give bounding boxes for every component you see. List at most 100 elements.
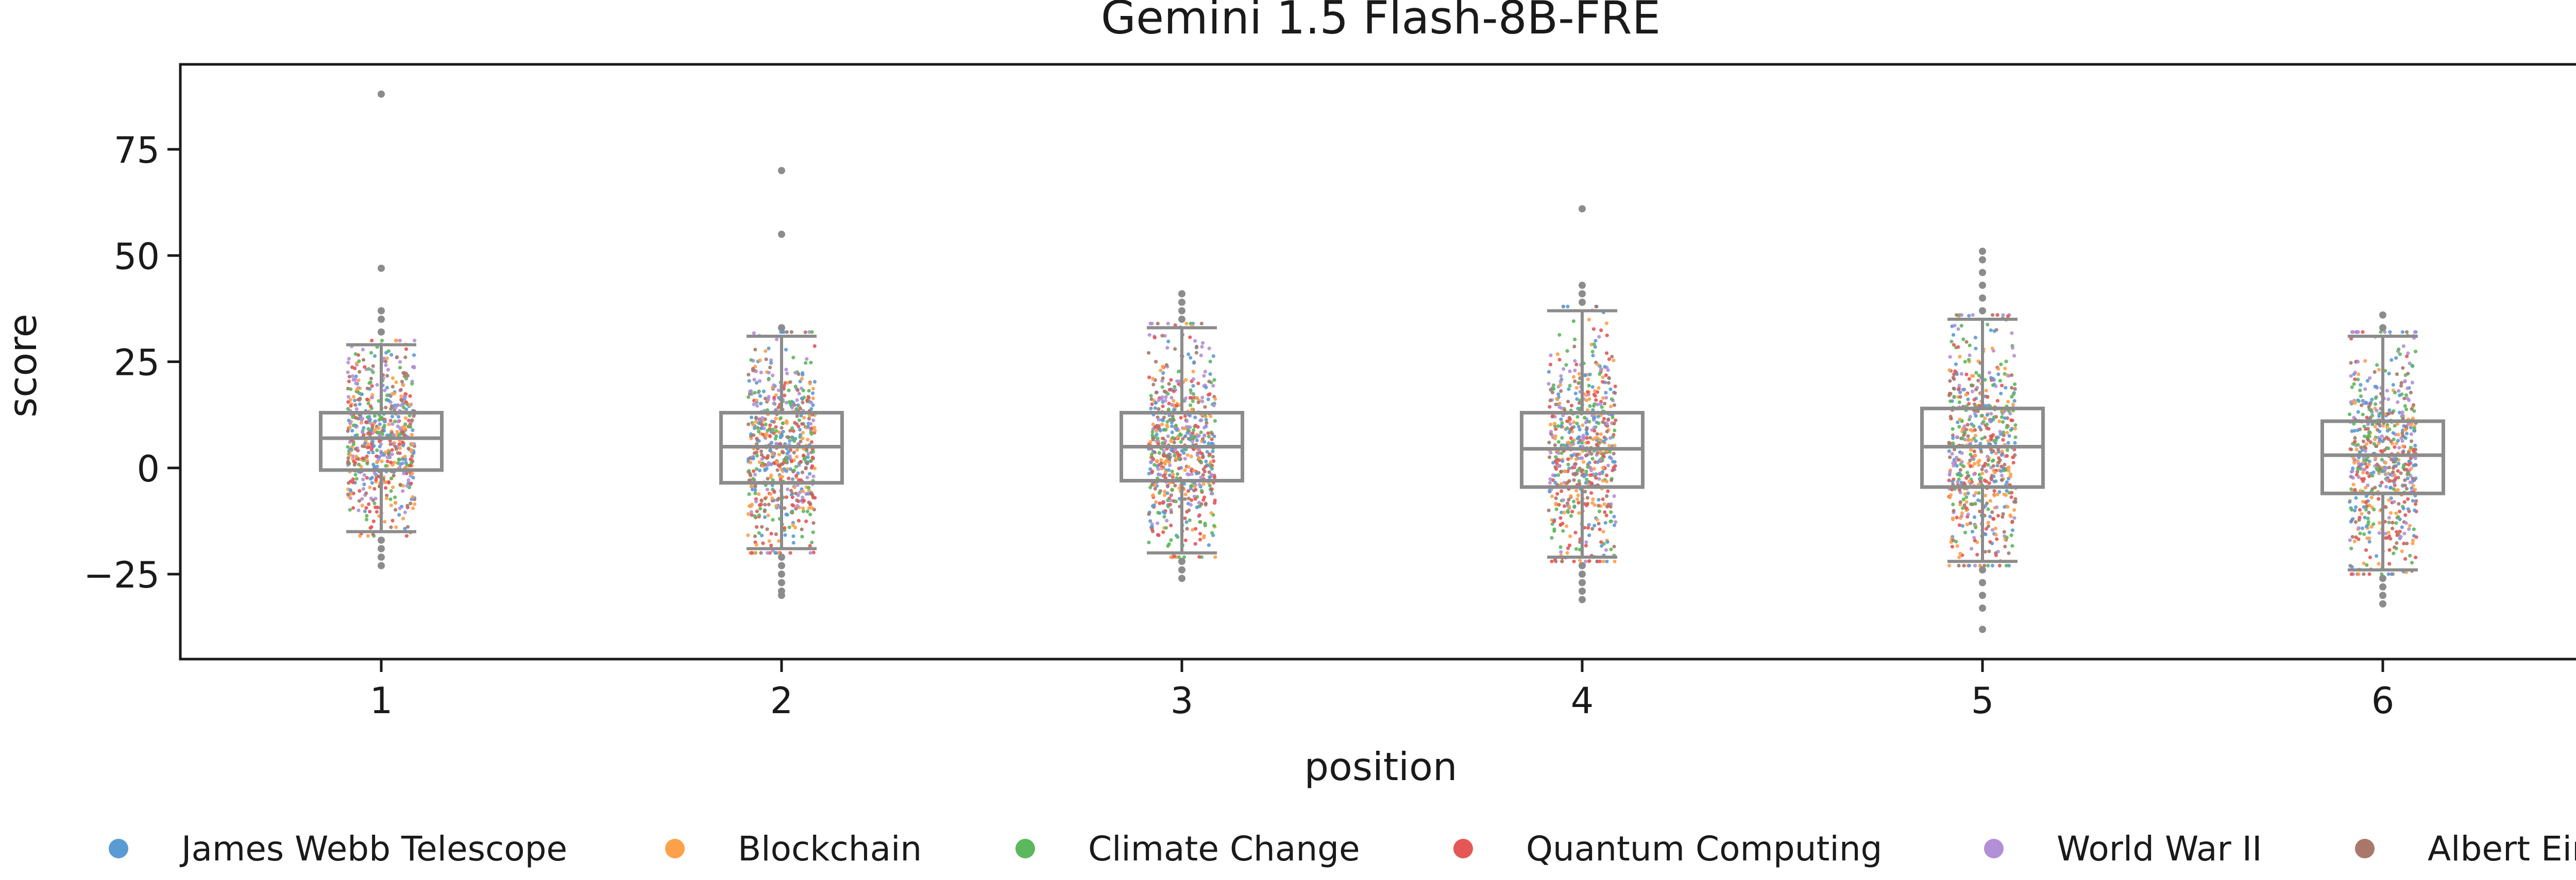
strip-point [752,331,756,335]
strip-point [1992,493,1996,497]
legend-item: Blockchain [665,829,922,869]
strip-point [1560,559,1564,563]
strip-point [793,525,798,530]
strip-point [771,373,775,377]
strip-point [1991,313,1995,317]
strip-point [1198,538,1202,542]
strip-point [785,330,789,334]
strip-point [788,380,792,384]
strip-point [1604,513,1608,517]
strip-point [1555,396,1559,401]
strip-point [393,444,398,448]
strip-point [2375,408,2379,412]
strip-point [1978,509,1982,513]
strip-point [1981,420,1986,424]
strip-point [1988,540,1992,544]
strip-point [1949,417,1953,421]
strip-point [2383,467,2387,471]
strip-point [1197,482,1201,487]
strip-point [411,495,415,499]
strip-point [2407,398,2411,402]
strip-point [801,436,805,441]
strip-point [778,435,783,440]
strip-point [1555,461,1559,465]
strip-point [1189,356,1193,360]
strip-point [1598,559,1602,563]
strip-point [1592,416,1597,420]
strip-point [1576,493,1580,497]
strip-point [346,461,350,465]
strip-point [1209,464,1213,469]
strip-point [391,376,395,381]
strip-point [1575,421,1579,426]
strip-point [2008,475,2012,479]
strip-point [1609,510,1613,514]
strip-point [1571,319,1575,323]
strip-point [2363,468,2367,472]
strip-point [1172,440,1176,444]
strip-point [2013,441,2017,445]
strip-point [403,510,407,514]
strip-point [357,359,361,364]
strip-point [1977,425,1981,429]
strip-point [759,402,763,406]
strip-point [1156,511,1160,515]
strip-point [2375,462,2379,467]
strip-point [412,353,416,357]
strip-point [752,451,756,455]
strip-points [346,304,2418,576]
strip-point [813,428,817,433]
strip-point [1598,372,1602,376]
strip-point [2384,505,2388,509]
strip-point [2408,459,2412,463]
strip-point [1992,439,1996,443]
box-iqr [319,411,444,472]
strip-point [2365,471,2369,475]
strip-point [2002,530,2006,534]
strip-point [1601,465,1605,470]
strip-point [1184,321,1189,325]
strip-point [807,486,811,490]
strip-point [1170,424,1174,428]
strip-point [2353,488,2357,492]
strip-point [1987,371,1992,375]
strip-point [1200,395,1205,400]
strip-point [1570,440,1574,444]
strip-point [1191,377,1196,381]
strip-point [788,551,792,555]
strip-point [1148,321,1153,325]
strip-point [1951,441,1955,445]
strip-point [2007,465,2011,470]
strip-point [1602,439,1606,443]
strip-point [1999,363,2003,367]
strip-point [1589,473,1593,477]
strip-point [352,459,356,463]
strip-point [2370,413,2375,418]
strip-point [779,426,784,430]
strip-point [413,502,417,506]
strip-point [794,474,799,478]
outlier-point [1178,299,1185,306]
strip-point [348,453,352,457]
strip-point [355,387,359,391]
strip-point [783,506,787,510]
strip-point [2378,521,2382,525]
strip-point [1594,339,1598,343]
strip-point [772,489,776,493]
strip-point [1572,344,1577,349]
strip-point [750,484,754,488]
strip-point [367,367,371,371]
strip-point [763,515,767,520]
strip-point [1584,481,1588,485]
strip-point [759,426,763,430]
strip-point [2006,441,2010,445]
strip-point [747,379,751,383]
strip-point [1962,424,1967,428]
strip-point [1185,431,1190,435]
strip-point [383,480,388,485]
strip-point [1984,504,1988,508]
strip-point [348,447,352,451]
strip-point [1959,313,1964,317]
strip-point [2365,465,2369,469]
